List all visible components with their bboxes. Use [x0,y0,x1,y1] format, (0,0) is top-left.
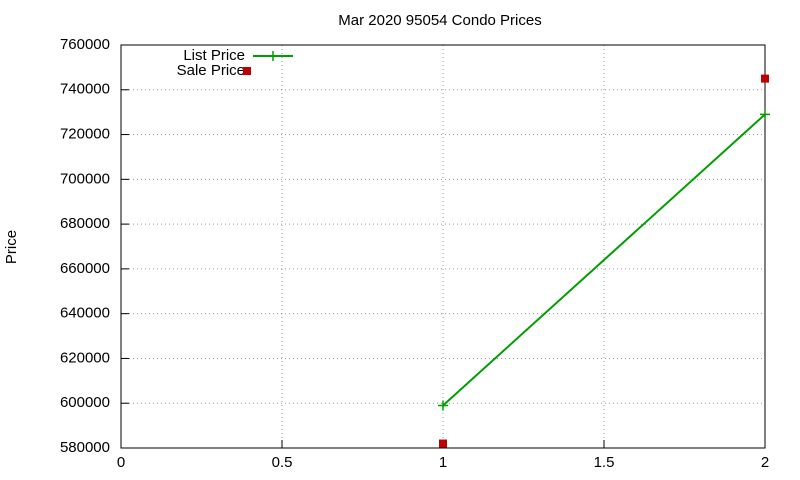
x-tick-label: 1 [439,454,447,471]
point-marker [439,439,447,448]
y-tick-label: 660000 [60,260,110,277]
x-tick-label: 1.5 [594,454,615,471]
y-tick-label: 700000 [60,170,110,187]
point-marker [761,74,769,83]
legend-marker [268,51,278,61]
chart-title: Mar 2020 95054 Condo Prices [338,12,541,29]
x-tick-label: 2 [761,454,769,471]
legend-label: List Price [183,47,245,64]
point-marker [438,400,448,411]
y-axis-label: Price [3,230,20,264]
line [442,113,766,407]
y-tick-label: 740000 [60,81,110,98]
plot-frame [120,44,766,449]
legend-label: Sale Price [177,62,245,79]
y-tick-label: 600000 [60,394,110,411]
y-tick-label: 620000 [60,349,110,366]
point-marker [760,109,770,120]
y-tick-label: 760000 [60,36,110,53]
y-tick-label: 640000 [60,305,110,322]
y-tick-label: 720000 [60,126,110,143]
legend-marker [243,67,251,75]
x-tick-label: 0 [117,454,125,471]
y-tick-label: 580000 [60,439,110,456]
y-tick-label: 680000 [60,215,110,232]
x-tick-label: 0.5 [272,454,293,471]
